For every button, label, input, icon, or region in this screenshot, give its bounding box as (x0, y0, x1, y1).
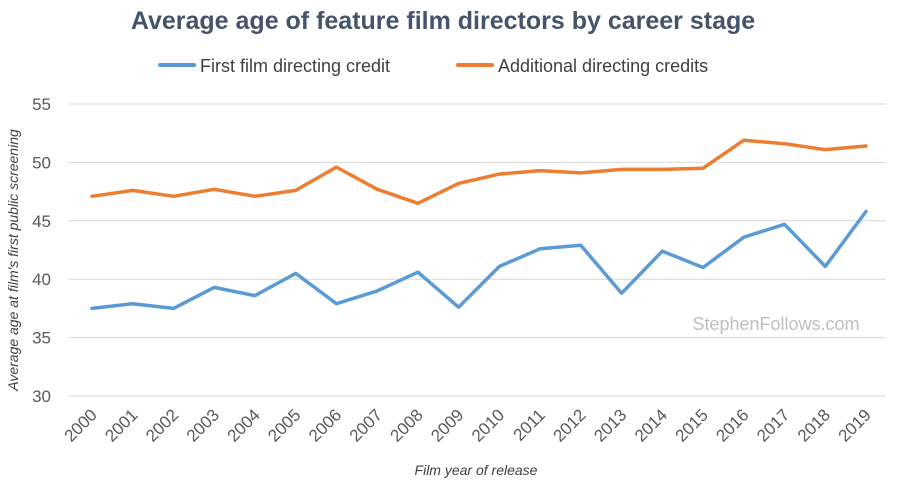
series-line-first-film (90, 209, 868, 311)
x-tick-label-2009: 2009 (427, 405, 467, 445)
data-point-additional-2013 (620, 168, 623, 171)
data-point-additional-2008 (416, 202, 420, 205)
data-point-first-film-2015 (701, 266, 705, 269)
data-point-additional-2016 (742, 139, 745, 142)
data-point-additional-2000 (90, 195, 94, 198)
data-point-additional-2003 (213, 188, 216, 191)
y-tick-label-40: 40 (32, 270, 51, 289)
x-tick-label-2012: 2012 (549, 405, 589, 445)
y-tick-label-55: 55 (32, 95, 51, 114)
data-point-first-film-2014 (661, 249, 664, 253)
data-point-additional-2015 (701, 167, 705, 170)
data-point-additional-2010 (498, 172, 501, 176)
y-tick-label-30: 30 (32, 387, 51, 406)
y-axis-ticks: 30 35 40 45 50 55 (32, 95, 51, 406)
data-point-additional-2012 (579, 171, 583, 175)
x-tick-label-2004: 2004 (224, 405, 264, 445)
data-point-first-film-2005 (294, 272, 297, 275)
data-point-first-film-2001 (131, 302, 134, 305)
data-point-first-film-2007 (375, 289, 379, 293)
data-point-additional-2006 (335, 165, 338, 169)
data-point-first-film-2018 (824, 265, 827, 268)
x-tick-label-2016: 2016 (712, 405, 752, 445)
data-point-additional-2017 (783, 142, 786, 145)
y-tick-label-45: 45 (32, 212, 51, 231)
x-tick-label-2011: 2011 (510, 405, 549, 444)
y-tick-label-50: 50 (32, 153, 51, 172)
x-tick-label-2014: 2014 (631, 405, 671, 445)
x-tick-label-2000: 2000 (61, 405, 101, 445)
data-point-first-film-2000 (90, 307, 94, 310)
data-point-additional-2014 (661, 168, 664, 171)
data-point-first-film-2002 (172, 307, 175, 310)
x-tick-label-2010: 2010 (468, 405, 508, 445)
data-point-first-film-2016 (742, 235, 745, 239)
x-tick-label-2017: 2017 (753, 405, 793, 445)
data-point-additional-2019 (864, 144, 868, 148)
y-tick-label-35: 35 (32, 329, 51, 348)
x-tick-label-2006: 2006 (305, 405, 345, 445)
data-point-additional-2018 (824, 148, 827, 151)
x-axis-title: Film year of release (415, 462, 538, 478)
x-tick-label-2008: 2008 (387, 405, 427, 445)
data-point-first-film-2003 (213, 286, 216, 289)
data-point-first-film-2010 (498, 265, 501, 268)
data-point-first-film-2008 (416, 270, 420, 274)
gridlines (68, 103, 886, 397)
y-axis-title: Average age at film's first public scree… (5, 129, 21, 392)
series-line-additional (90, 138, 868, 206)
legend-label-additional: Additional directing credits (498, 56, 708, 76)
data-point-additional-2005 (294, 189, 297, 192)
x-tick-label-2007: 2007 (346, 405, 386, 445)
data-point-additional-2007 (375, 188, 379, 191)
data-point-additional-2002 (172, 195, 175, 198)
data-point-first-film-2017 (783, 223, 786, 226)
data-point-additional-2001 (131, 189, 134, 192)
x-axis-ticks: 2000 2001 2002 2003 2004 2005 2006 2007 2008 2009… (61, 405, 875, 445)
chart-title: Average age of feature film directors by… (131, 7, 755, 35)
x-tick-label-2003: 2003 (183, 405, 223, 445)
x-tick-label-2015: 2015 (672, 405, 712, 445)
data-point-first-film-2006 (335, 302, 338, 305)
x-tick-label-2005: 2005 (264, 405, 304, 445)
data-point-first-film-2011 (538, 247, 542, 251)
data-point-first-film-2019 (864, 210, 868, 213)
data-point-additional-2011 (538, 169, 542, 172)
x-tick-label-2001: 2001 (101, 405, 141, 445)
data-point-additional-2004 (253, 195, 257, 198)
legend-label-first-film: First film directing credit (200, 56, 390, 76)
legend: First film directing credit Additional d… (158, 56, 708, 76)
x-tick-label-2019: 2019 (835, 405, 875, 445)
series-lines (90, 138, 868, 311)
data-point-first-film-2009 (457, 306, 460, 309)
watermark-text: StephenFollows.com (692, 314, 859, 334)
data-point-first-film-2012 (579, 244, 583, 247)
data-point-first-film-2004 (253, 294, 257, 297)
data-point-additional-2009 (457, 182, 460, 185)
x-tick-label-2013: 2013 (590, 405, 630, 445)
x-tick-label-2002: 2002 (142, 405, 182, 445)
data-point-first-film-2013 (620, 292, 623, 295)
x-tick-label-2018: 2018 (794, 405, 834, 445)
